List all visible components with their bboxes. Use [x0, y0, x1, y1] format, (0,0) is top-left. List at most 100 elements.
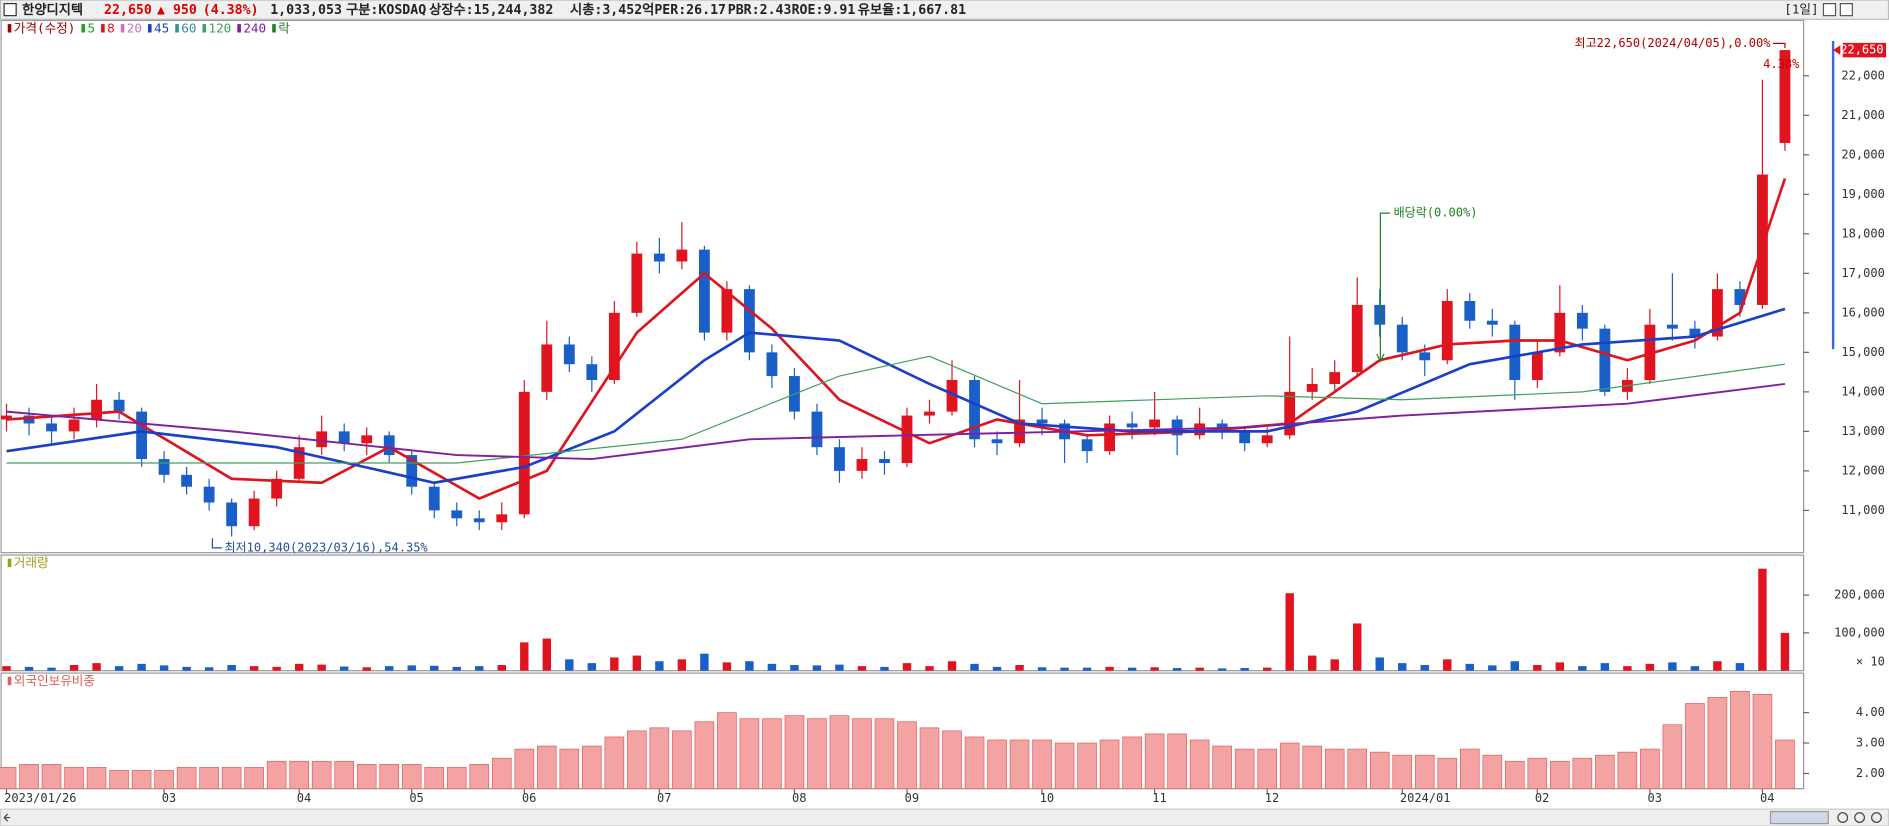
bar [1324, 748, 1345, 790]
x-tick-label: 10 [1040, 791, 1055, 805]
pbr: PBR:2.43 [728, 3, 792, 18]
roe: ROE:9.91 [792, 3, 856, 18]
moving-average [6, 383, 1786, 460]
bar [204, 667, 214, 671]
bar [1195, 667, 1204, 671]
candle-body [1126, 423, 1138, 428]
candle-body [608, 312, 620, 381]
bar [1369, 751, 1390, 790]
bar [356, 763, 377, 790]
bar [1617, 751, 1638, 790]
bar [244, 767, 264, 790]
bar [1459, 748, 1480, 790]
volume: 1,033,053 [270, 3, 342, 18]
bar [1443, 659, 1452, 671]
candle-body [1036, 419, 1048, 424]
bar [0, 767, 17, 790]
y-tick-label: 15,000 [1841, 345, 1884, 359]
header-checkbox[interactable] [3, 3, 17, 17]
x-tick-label: 04 [297, 791, 311, 805]
moving-average [6, 307, 1786, 485]
bar [69, 665, 79, 671]
x-tick-label: 08 [792, 791, 807, 805]
dividend-annotation: 배당락(0.00%) [1394, 206, 1478, 220]
zoom-in[interactable] [1837, 812, 1849, 823]
zoom-out[interactable] [1854, 812, 1866, 823]
period[interactable]: [1일] [1784, 2, 1818, 17]
x-tick-label: 09 [905, 791, 920, 805]
bar [1037, 667, 1047, 671]
bar [1189, 739, 1210, 790]
bar [334, 760, 355, 790]
bar [1504, 760, 1525, 790]
y-tick-label: 20,000 [1841, 147, 1884, 161]
bar [1279, 742, 1300, 790]
bar [1595, 754, 1615, 790]
candle-body [676, 249, 688, 262]
scroll-left[interactable] [3, 813, 11, 822]
y-tick-label: 200,000 [1834, 588, 1885, 602]
x-tick-label: 2024/01 [1400, 791, 1451, 805]
candle-body [1351, 304, 1363, 373]
candle-body [383, 435, 395, 456]
candle-body [316, 431, 328, 448]
legend-swatch [237, 24, 241, 33]
minimize-button[interactable] [1822, 3, 1837, 17]
candle-body [23, 415, 35, 424]
candle-body [901, 415, 913, 463]
bar [880, 666, 889, 671]
low-annotation: 최저10,340(2023/03/16),54.35% [224, 540, 428, 554]
bar [182, 666, 191, 671]
candle-body [428, 486, 440, 511]
legend-swatch [175, 24, 179, 33]
candle-body [1734, 289, 1746, 305]
candle-body [766, 352, 778, 377]
bar [514, 748, 535, 790]
candle-body [1, 415, 12, 420]
candle-body [1531, 352, 1543, 381]
bar [154, 770, 174, 790]
bar [852, 718, 872, 790]
scroll-thumb[interactable] [1769, 810, 1829, 825]
bar [790, 665, 799, 671]
candle-body [879, 459, 890, 463]
candle-body [1261, 435, 1273, 444]
bar [1488, 665, 1497, 671]
bar [1780, 632, 1790, 671]
bar [1600, 663, 1610, 671]
zoom-reset[interactable] [1871, 812, 1882, 823]
close-button[interactable] [1839, 3, 1853, 17]
candle-body [834, 447, 845, 471]
candle-body [338, 431, 350, 444]
x-tick-label: 03 [1647, 791, 1661, 805]
legend-label: 가격(수정) [14, 20, 76, 35]
bar [1533, 665, 1542, 671]
y-tick-label: 14,000 [1841, 384, 1884, 398]
bar [897, 721, 917, 790]
legend-label: 45 [154, 20, 169, 35]
dividend-arrow [1376, 212, 1391, 363]
bar [542, 638, 552, 671]
legend-swatch [202, 24, 207, 33]
candle-body [1149, 419, 1161, 428]
candle-body [1306, 383, 1318, 392]
legend-label: 락 [278, 20, 290, 35]
candle-body [969, 380, 980, 440]
candle-body [924, 411, 935, 416]
bar [1375, 657, 1384, 671]
candle-body [136, 411, 148, 460]
change-pct: (4.38%) [203, 3, 259, 18]
stock-name: 한양디지텍 [22, 1, 83, 18]
bar [812, 665, 822, 671]
bar [227, 665, 236, 671]
market: 구분:KOSDAQ [346, 2, 426, 18]
bar [1685, 703, 1705, 790]
bar [807, 718, 827, 790]
bar [86, 767, 107, 790]
candle-body [1599, 328, 1611, 392]
bar [1758, 568, 1767, 671]
candle-body [158, 459, 170, 475]
scrollbar[interactable] [0, 808, 1889, 826]
y-tick-label: 19,000 [1841, 187, 1884, 201]
bar [1144, 733, 1165, 790]
